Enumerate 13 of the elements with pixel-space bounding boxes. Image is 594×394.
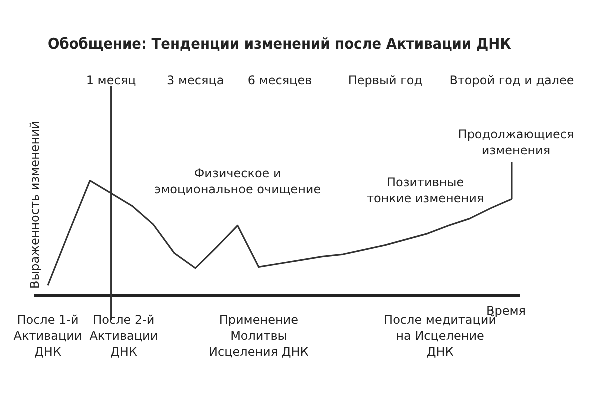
text: Применение Молитвы Исцеления ДНК (209, 313, 310, 359)
text: После 1-й Активации ДНК (14, 313, 82, 359)
text: После 2-й Активации ДНК (90, 313, 158, 359)
x-tick-label: 3 месяца (167, 73, 224, 88)
x-tick-label: Первый год (348, 73, 423, 88)
text: Продолжающиеся изменения (458, 127, 574, 158)
x-tick-label: Второй год и далее (450, 73, 574, 88)
x-tick-label: 6 месяцев (248, 73, 312, 88)
y-axis-title: Выраженность изменений (28, 121, 42, 290)
chart-title: Обобщение: Тенденции изменений после Активации ДНК (48, 36, 512, 54)
annotation: Позитивные тонкие изменения (366, 176, 484, 206)
x-tick-label: 1 месяц (86, 73, 136, 88)
annotation: Физическое и эмоциональное очищение (154, 166, 322, 196)
